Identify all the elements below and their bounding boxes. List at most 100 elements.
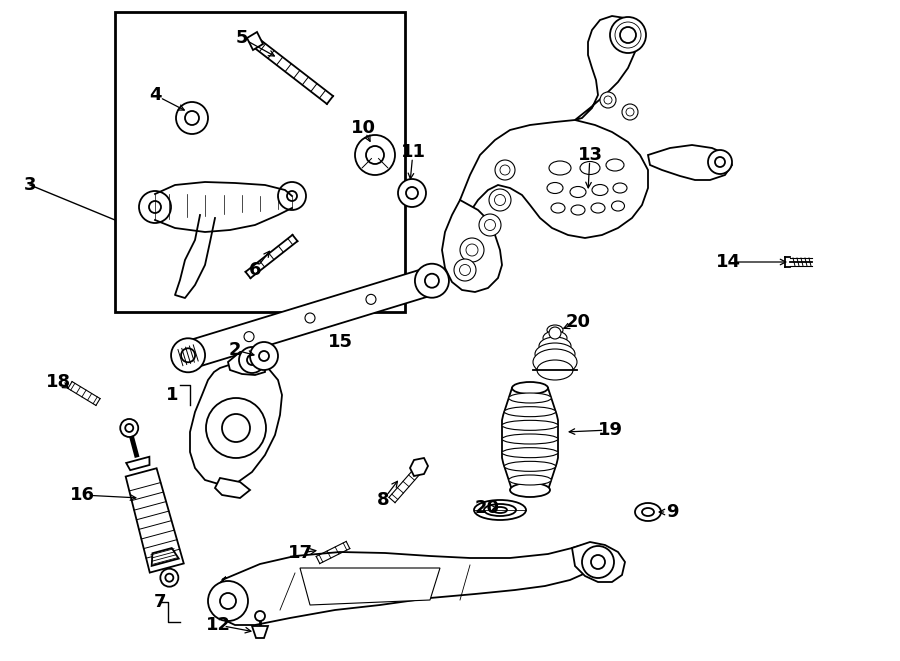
Ellipse shape (533, 349, 577, 375)
Ellipse shape (512, 382, 548, 394)
Polygon shape (215, 478, 250, 498)
Text: 14: 14 (716, 253, 741, 271)
Ellipse shape (547, 325, 563, 335)
Text: 6: 6 (248, 261, 261, 279)
Ellipse shape (635, 503, 661, 521)
Circle shape (244, 332, 254, 342)
Circle shape (600, 92, 616, 108)
Polygon shape (460, 120, 648, 238)
Text: 9: 9 (666, 503, 679, 521)
Ellipse shape (510, 483, 550, 497)
Text: 1: 1 (166, 386, 178, 404)
Ellipse shape (504, 407, 555, 416)
Circle shape (626, 108, 634, 116)
Bar (115, 12, 405, 312)
Text: 12: 12 (205, 616, 230, 634)
Circle shape (305, 313, 315, 323)
Polygon shape (152, 548, 179, 566)
Circle shape (549, 327, 561, 339)
Polygon shape (228, 350, 265, 375)
Ellipse shape (543, 331, 567, 345)
Ellipse shape (508, 393, 552, 403)
Circle shape (287, 191, 297, 201)
Circle shape (121, 419, 139, 437)
Polygon shape (190, 362, 282, 485)
Ellipse shape (549, 161, 571, 175)
Ellipse shape (591, 203, 605, 213)
Circle shape (149, 201, 161, 213)
Text: 19: 19 (598, 421, 623, 439)
Circle shape (166, 574, 174, 582)
Polygon shape (442, 200, 502, 292)
Circle shape (355, 135, 395, 175)
Circle shape (171, 338, 205, 372)
Circle shape (239, 347, 265, 373)
Circle shape (222, 414, 250, 442)
Circle shape (415, 264, 449, 297)
Text: 20: 20 (565, 313, 590, 331)
Circle shape (125, 424, 133, 432)
Ellipse shape (474, 500, 526, 520)
Ellipse shape (571, 205, 585, 215)
Ellipse shape (570, 186, 586, 198)
Circle shape (366, 294, 376, 304)
Polygon shape (215, 543, 600, 625)
Circle shape (366, 146, 384, 164)
Text: 20: 20 (474, 499, 500, 517)
Circle shape (176, 102, 208, 134)
Circle shape (460, 238, 484, 262)
Circle shape (500, 165, 510, 175)
Circle shape (259, 351, 269, 361)
Ellipse shape (642, 508, 654, 516)
Circle shape (622, 104, 638, 120)
Circle shape (208, 581, 248, 621)
Polygon shape (252, 626, 268, 638)
Circle shape (250, 342, 278, 370)
Text: 17: 17 (287, 544, 312, 562)
Circle shape (255, 611, 265, 621)
Text: 11: 11 (400, 143, 426, 161)
Circle shape (466, 244, 478, 256)
Polygon shape (300, 568, 440, 605)
Text: 13: 13 (578, 146, 602, 164)
Ellipse shape (592, 184, 608, 196)
Circle shape (185, 111, 199, 125)
Ellipse shape (535, 343, 575, 365)
Ellipse shape (551, 203, 565, 213)
Circle shape (160, 568, 178, 587)
Circle shape (278, 182, 306, 210)
Circle shape (479, 214, 501, 236)
Circle shape (181, 348, 195, 362)
Ellipse shape (502, 447, 558, 457)
Ellipse shape (508, 475, 552, 485)
Polygon shape (648, 145, 732, 180)
Text: 10: 10 (350, 119, 375, 137)
Circle shape (495, 160, 515, 180)
Polygon shape (247, 32, 263, 50)
Circle shape (582, 546, 614, 578)
Polygon shape (126, 468, 184, 572)
Polygon shape (575, 16, 638, 120)
Circle shape (247, 355, 257, 365)
Ellipse shape (502, 420, 558, 430)
Ellipse shape (537, 360, 573, 380)
Ellipse shape (484, 504, 516, 516)
Ellipse shape (493, 507, 507, 513)
Text: 18: 18 (45, 373, 70, 391)
Ellipse shape (611, 201, 625, 211)
Circle shape (460, 264, 471, 276)
Polygon shape (184, 267, 436, 369)
Circle shape (610, 17, 646, 53)
Polygon shape (410, 458, 428, 476)
Ellipse shape (606, 159, 624, 171)
Ellipse shape (547, 182, 563, 194)
Circle shape (454, 259, 476, 281)
Circle shape (604, 96, 612, 104)
Circle shape (489, 189, 511, 211)
Circle shape (220, 593, 236, 609)
Polygon shape (572, 542, 625, 582)
Circle shape (715, 157, 725, 167)
Circle shape (620, 27, 636, 43)
Circle shape (139, 191, 171, 223)
Text: 3: 3 (23, 176, 36, 194)
